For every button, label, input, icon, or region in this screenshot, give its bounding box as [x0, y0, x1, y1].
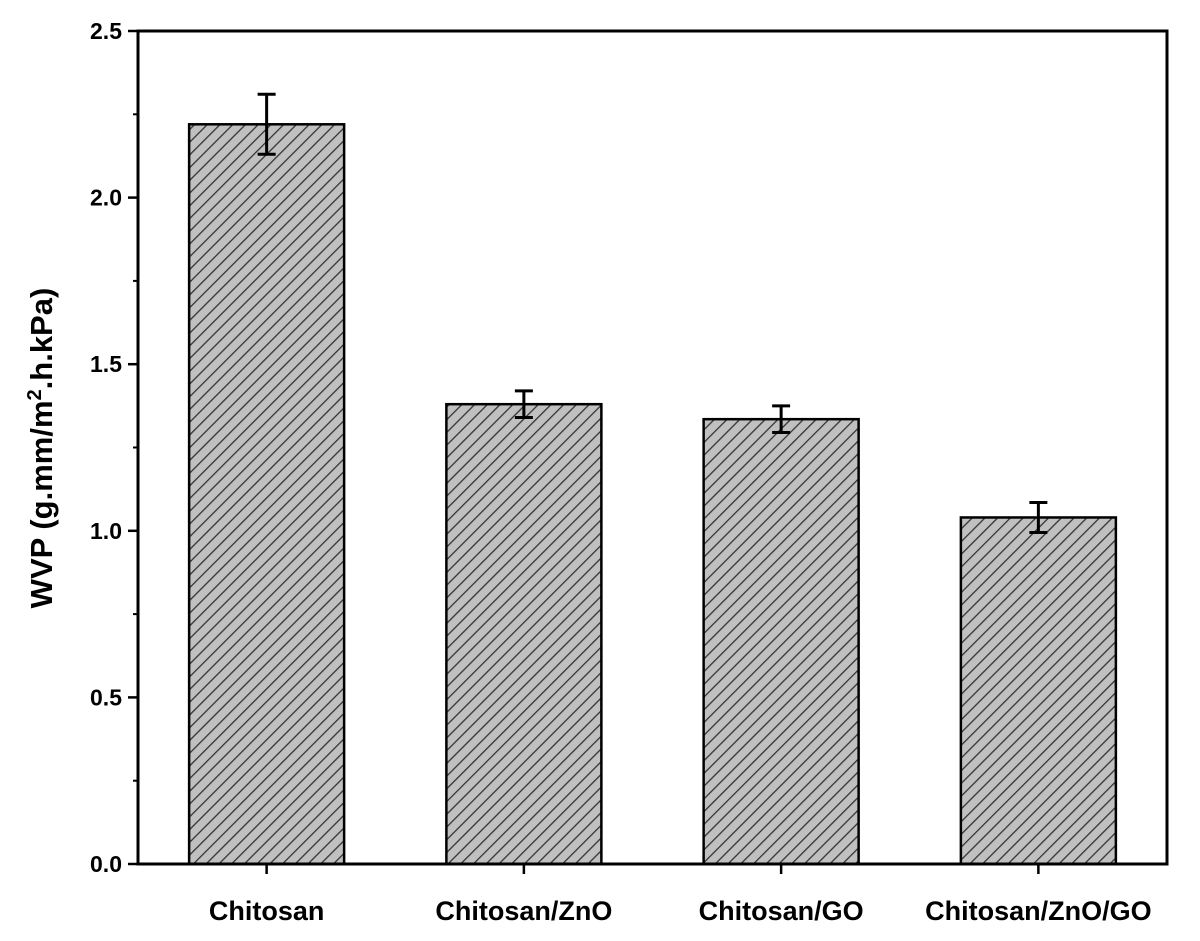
bar-0: [187, 123, 346, 866]
error-bars-layer: [257, 92, 1048, 534]
bar-3: [959, 516, 1118, 866]
y-axis-title-suffix: .h.kPa): [24, 288, 59, 390]
y-tick-label: 1.5: [90, 351, 122, 377]
y-axis-title: WVP (g.mm/m2.h.kPa): [24, 288, 59, 609]
y-axis-ticks: 0.0 0.5 1.0 1.5 2.0 2.5: [90, 18, 138, 877]
y-tick-label: 1.0: [90, 518, 122, 544]
x-tick-label: Chitosan/ZnO: [435, 896, 612, 926]
bar-1: [445, 402, 603, 866]
error-bar-3: [1029, 500, 1048, 534]
bars-layer: [187, 123, 1118, 866]
y-tick-label: 0.5: [90, 684, 122, 710]
error-bar-0: [257, 92, 276, 156]
error-bar-2: [772, 404, 791, 435]
x-axis-ticks: Chitosan Chitosan/ZnO Chitosan/GO Chitosan/…: [209, 864, 1152, 926]
y-axis-title-prefix: WVP (g.mm/m: [24, 400, 59, 608]
y-tick-label: 0.0: [90, 851, 122, 877]
x-tick-label: Chitosan/GO: [699, 896, 864, 926]
y-tick-label: 2.0: [90, 185, 122, 211]
y-tick-label: 2.5: [90, 18, 122, 44]
x-tick-label: Chitosan/ZnO/GO: [925, 896, 1152, 926]
x-tick-label: Chitosan: [209, 896, 325, 926]
y-axis-title-superscript: 2: [24, 389, 46, 400]
bar-2: [702, 417, 860, 866]
error-bar-1: [514, 389, 533, 420]
